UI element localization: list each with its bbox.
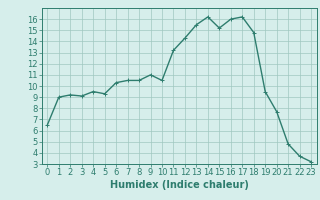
X-axis label: Humidex (Indice chaleur): Humidex (Indice chaleur) (110, 180, 249, 190)
